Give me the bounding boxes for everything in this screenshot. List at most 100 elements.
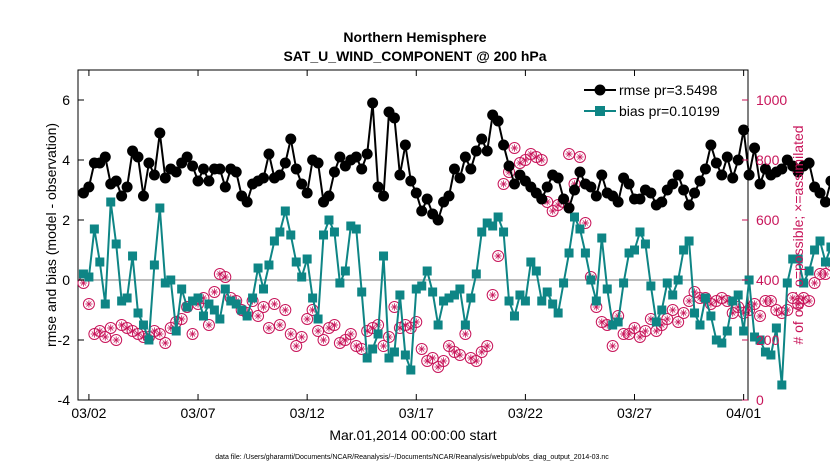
bias-point — [166, 275, 176, 285]
obs-star-d2 — [429, 355, 436, 361]
obs-star-d2 — [293, 343, 300, 349]
obs-star-d2 — [669, 307, 676, 313]
bias-point — [155, 203, 165, 213]
rmse-point — [552, 172, 564, 184]
obs-star-d2 — [113, 337, 119, 343]
obs-circle — [754, 310, 767, 322]
bias-point — [357, 287, 367, 297]
obs-star-d2 — [315, 328, 321, 334]
obs-count-point — [639, 325, 652, 337]
rmse-point — [470, 145, 482, 157]
y-tick-label: -4 — [58, 392, 71, 408]
obs-star-d2 — [768, 298, 774, 304]
obs-circle — [159, 337, 172, 349]
obs-count-point — [388, 301, 401, 313]
obs-star-d2 — [462, 331, 469, 337]
obs-star-d2 — [675, 319, 681, 325]
bias-point — [324, 215, 334, 225]
obs-star-d2 — [391, 304, 398, 310]
bias-point — [455, 284, 465, 294]
obs-star-d2 — [369, 325, 376, 331]
rmse-point — [361, 148, 373, 160]
obs-star-d2 — [566, 151, 572, 157]
obs-circle — [426, 352, 439, 364]
bias-point — [760, 347, 770, 357]
bias-point — [329, 227, 339, 237]
obs-count-point — [279, 304, 292, 316]
bias-point — [630, 245, 640, 255]
obs-circle — [257, 301, 270, 313]
rmse-point — [558, 193, 570, 205]
bias-point — [253, 263, 263, 273]
rmse-point — [181, 151, 193, 163]
bias-point — [548, 299, 558, 309]
rmse-point — [667, 178, 679, 190]
obs-star-d2 — [789, 295, 796, 301]
bias-point — [804, 266, 814, 276]
rmse-point — [568, 184, 580, 196]
bias-point — [728, 296, 738, 306]
obs-count-point — [628, 322, 641, 334]
rmse-point — [312, 157, 324, 169]
rmse-point — [710, 157, 722, 169]
rmse-point — [279, 157, 291, 169]
obs-star-d2 — [118, 322, 125, 328]
obs-count-point — [819, 268, 830, 280]
obs-count-point — [661, 313, 674, 325]
right-y-tick-label: 200 — [756, 332, 780, 348]
right-y-axis-label: # of obs: o=possible; ×=assimilated — [790, 125, 806, 344]
bias-point — [78, 269, 88, 279]
bias-point — [684, 236, 694, 246]
obs-star-d2 — [217, 271, 223, 277]
rmse-point — [743, 169, 755, 181]
obs-circle — [481, 340, 494, 352]
x-tick-label: 03/02 — [71, 405, 106, 421]
obs-star-d2 — [91, 331, 98, 337]
rmse-point — [634, 193, 646, 205]
bias-point — [651, 317, 661, 327]
obs-star-d2 — [642, 328, 649, 334]
obs-count-point — [273, 319, 286, 331]
obs-circle — [661, 313, 674, 325]
obs-count-point — [268, 298, 281, 310]
bias-point — [433, 320, 443, 330]
rmse-point — [574, 166, 586, 178]
obs-star-d2 — [598, 319, 605, 325]
rmse-point — [683, 199, 695, 211]
obs-circle — [819, 268, 830, 280]
bias-point — [569, 212, 579, 222]
obs-count-point — [808, 277, 821, 289]
bias-point — [428, 287, 438, 297]
obs-star-d2 — [178, 316, 185, 322]
obs-star-d2 — [211, 289, 218, 295]
bias-point — [286, 230, 296, 240]
bias-point — [384, 353, 394, 363]
x-tick-label: 04/01 — [726, 405, 761, 421]
bias-point — [280, 206, 290, 216]
rmse-point — [503, 160, 515, 172]
obs-circle — [606, 340, 619, 352]
obs-circle — [492, 250, 505, 262]
obs-circle — [344, 328, 357, 340]
rmse-point — [121, 181, 133, 193]
bias-point — [149, 260, 159, 270]
obs-count-point — [470, 355, 483, 367]
bias-point — [711, 335, 721, 345]
obs-star-d2 — [779, 310, 785, 316]
rmse-point — [459, 151, 471, 163]
obs-count-point — [492, 250, 505, 262]
obs-circle — [273, 319, 286, 331]
obs-star-d2 — [713, 298, 720, 304]
rmse-point — [296, 178, 308, 190]
obs-star-d2 — [287, 331, 294, 337]
obs-circle — [301, 313, 314, 325]
obs-star-d2 — [822, 271, 829, 277]
bias-series — [78, 197, 830, 390]
obs-circle — [563, 148, 576, 160]
bias-point — [128, 251, 138, 261]
obs-count-point — [437, 355, 450, 367]
obs-count-point — [175, 313, 188, 325]
obs-count-point — [764, 295, 777, 307]
obs-star-d2 — [358, 346, 365, 352]
obs-star-d2 — [533, 154, 540, 160]
